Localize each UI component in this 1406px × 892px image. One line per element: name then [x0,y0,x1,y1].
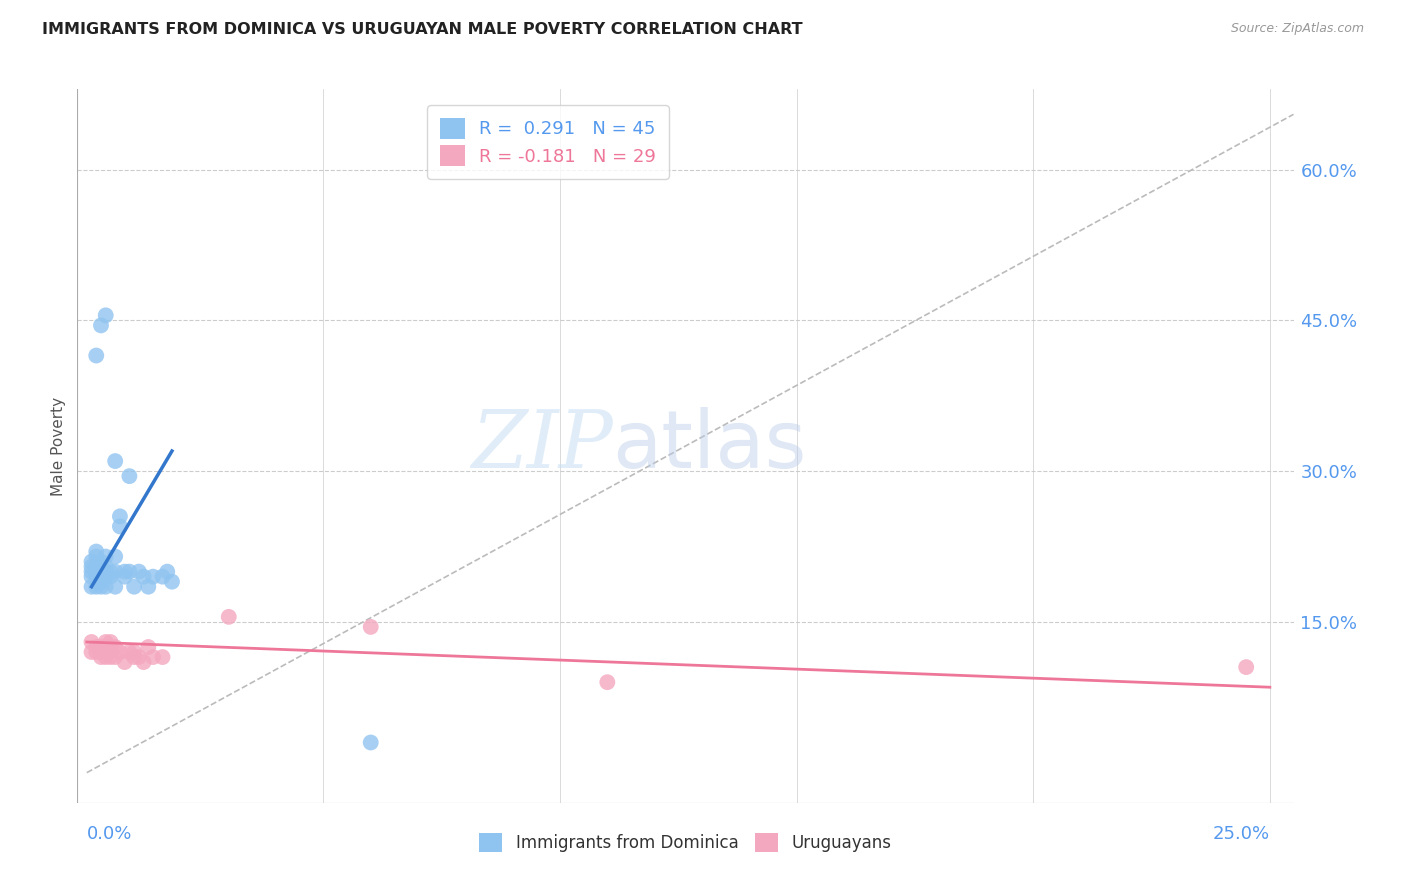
Point [90,574,112,589]
Point [84,549,107,564]
Point [152,650,174,665]
Point [108,519,131,533]
Point [128,650,150,665]
Point [160,574,183,589]
Point [118,645,141,659]
Point [118,469,141,483]
Point [94,635,117,649]
Point [114,569,136,583]
Point [80,635,103,649]
Point [104,549,127,564]
Point [104,640,127,654]
Point [94,580,117,594]
Point [218,610,240,624]
Point [104,650,127,665]
Point [136,640,159,654]
Point [100,569,122,583]
Text: IMMIGRANTS FROM DOMINICA VS URUGUAYAN MALE POVERTY CORRELATION CHART: IMMIGRANTS FROM DOMINICA VS URUGUAYAN MA… [42,22,803,37]
Point [94,559,117,574]
Text: ZIP: ZIP [471,408,613,484]
Point [84,580,107,594]
Point [90,318,112,333]
Point [1234,660,1257,674]
Point [80,580,103,594]
Point [84,569,107,583]
Point [100,635,122,649]
Point [108,645,131,659]
Point [360,735,382,749]
Point [80,645,103,659]
Point [596,675,619,690]
Point [94,549,117,564]
Point [90,555,112,569]
Point [122,645,145,659]
Point [90,569,112,583]
Point [122,650,145,665]
Point [122,580,145,594]
Point [94,309,117,323]
Point [114,565,136,579]
Point [94,565,117,579]
Point [94,640,117,654]
Point [104,580,127,594]
Point [104,454,127,468]
Legend: Immigrants from Dominica, Uruguayans: Immigrants from Dominica, Uruguayans [470,823,901,863]
Point [90,645,112,659]
Point [142,650,165,665]
Text: 0.0%: 0.0% [87,825,132,843]
Point [100,640,122,654]
Point [84,559,107,574]
Point [142,569,165,583]
Point [104,565,127,579]
Point [360,620,382,634]
Point [128,565,150,579]
Point [90,580,112,594]
Point [90,565,112,579]
Text: Source: ZipAtlas.com: Source: ZipAtlas.com [1230,22,1364,36]
Point [84,565,107,579]
Text: 25.0%: 25.0% [1213,825,1270,843]
Point [156,565,179,579]
Point [132,655,155,669]
Point [80,569,103,583]
Point [114,655,136,669]
Point [94,650,117,665]
Point [100,565,122,579]
Point [100,650,122,665]
Point [84,544,107,558]
Point [90,650,112,665]
Y-axis label: Male Poverty: Male Poverty [51,396,66,496]
Point [132,569,155,583]
Point [136,580,159,594]
Point [84,640,107,654]
Point [94,569,117,583]
Point [108,509,131,524]
Point [84,645,107,659]
Point [80,559,103,574]
Point [152,569,174,583]
Point [80,555,103,569]
Point [84,349,107,363]
Point [90,640,112,654]
Text: atlas: atlas [613,407,807,485]
Point [80,565,103,579]
Point [118,565,141,579]
